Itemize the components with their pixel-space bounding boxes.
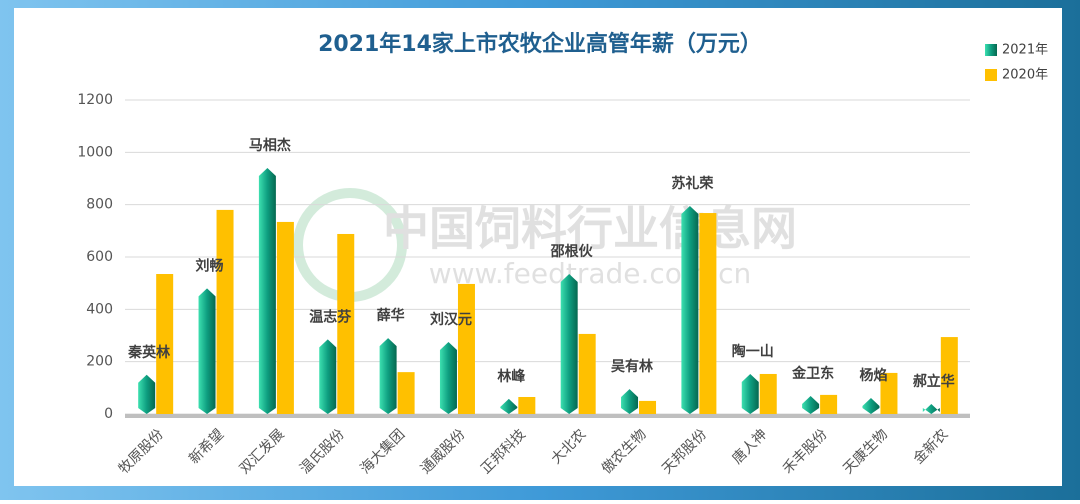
- bar: [940, 337, 958, 414]
- executive-label: 杨焰: [859, 367, 887, 384]
- bar: [379, 338, 397, 414]
- bar: [621, 389, 639, 414]
- chart-title: 2021年14家上市农牧企业高管年薪（万元）: [318, 31, 762, 57]
- executive-label: 郝立华: [913, 373, 955, 390]
- executive-label: 吴有林: [611, 358, 653, 375]
- bar: [439, 342, 457, 414]
- bar: [802, 395, 820, 414]
- bar: [518, 396, 536, 414]
- executive-label: 刘畅: [196, 257, 224, 274]
- legend-label: 2020年: [1002, 68, 1048, 83]
- bar: [337, 233, 355, 414]
- bar: [156, 274, 174, 414]
- bar: [500, 398, 518, 414]
- y-tick-label: 600: [86, 249, 113, 265]
- executive-label: 邵根伙: [550, 243, 594, 260]
- legend-label: 2021年: [1002, 43, 1048, 58]
- bar: [258, 168, 276, 414]
- bar: [880, 372, 898, 414]
- bar: [198, 288, 216, 414]
- bar: [578, 333, 596, 414]
- bar: [138, 374, 156, 414]
- floor: [125, 414, 970, 418]
- bar: [397, 372, 415, 414]
- bar: [319, 339, 337, 414]
- y-tick-label: 1000: [77, 144, 113, 160]
- bar: [759, 373, 777, 414]
- legend-swatch: [985, 44, 997, 56]
- bar: [681, 205, 699, 414]
- y-tick-label: 400: [86, 301, 113, 317]
- executive-label: 温志芬: [309, 308, 352, 325]
- y-tick-label: 200: [86, 354, 113, 370]
- bar: [560, 274, 578, 414]
- executive-label: 苏礼荣: [671, 175, 714, 192]
- bar: [639, 400, 657, 414]
- executive-label: 薛华: [377, 307, 405, 324]
- y-tick-label: 0: [104, 406, 113, 422]
- bar: [216, 209, 234, 414]
- executive-label: 金卫东: [791, 365, 834, 382]
- bar: [741, 373, 759, 414]
- executive-label: 马相杰: [249, 137, 291, 154]
- bar: [862, 398, 880, 414]
- bar: [699, 213, 717, 414]
- executive-label: 林峰: [497, 368, 526, 385]
- bar: [276, 221, 294, 414]
- bar: [457, 283, 475, 414]
- executive-label: 秦英林: [127, 344, 170, 361]
- executive-label: 陶一山: [732, 343, 774, 360]
- y-tick-label: 1200: [77, 92, 113, 108]
- legend-swatch: [985, 69, 997, 81]
- executive-label: 刘汉元: [430, 311, 472, 328]
- watermark-text: 中国饲料行业信息网: [383, 202, 797, 256]
- bar: [922, 404, 940, 414]
- bar: [820, 394, 838, 414]
- y-tick-label: 800: [86, 197, 113, 213]
